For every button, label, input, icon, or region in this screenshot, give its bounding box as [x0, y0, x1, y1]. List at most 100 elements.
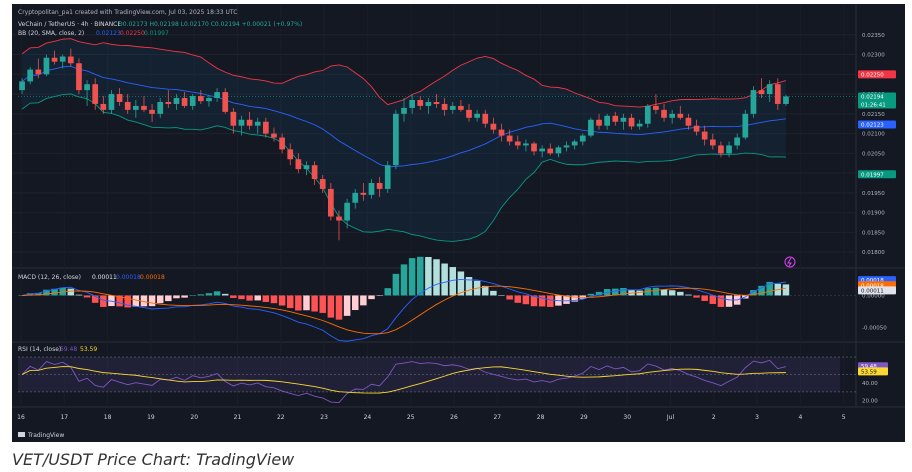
candle [441, 98, 448, 116]
macd-histogram-bar [636, 290, 643, 296]
macd-histogram-bar [140, 295, 148, 307]
svg-text:0.02250: 0.02250 [861, 72, 884, 78]
macd-histogram-bar [457, 271, 465, 296]
macd-histogram-bar [368, 295, 375, 300]
candle [555, 145, 562, 158]
candle [661, 103, 667, 122]
macd-histogram-bar [758, 285, 765, 296]
macd-histogram-bar [262, 295, 270, 303]
price-badges: 0.02250 0.02194 01:26:41 0.02123 0.01997 0.00… [858, 70, 896, 376]
candle [409, 94, 415, 114]
bb-upper-value: 0.02250 [120, 30, 145, 37]
macd-histogram-bar [311, 295, 318, 312]
macd-histogram-bar [148, 295, 156, 307]
candle [693, 119, 700, 136]
candle [206, 94, 212, 107]
macd-histogram-bar [490, 290, 497, 296]
macd-histogram-bar [197, 294, 205, 296]
macd-histogram-bar [522, 295, 530, 305]
time-tick-label: 25 [407, 414, 415, 421]
candle [157, 98, 164, 118]
macd-histogram-bar [343, 295, 351, 316]
macd-histogram-bar [116, 295, 123, 307]
macd-histogram-bar [392, 273, 400, 296]
candle [669, 109, 676, 124]
chart-canvas[interactable]: 0.023500.023000.022500.022000.021500.021… [12, 4, 905, 442]
macd-histogram-bar [246, 295, 253, 301]
candle [197, 90, 204, 104]
time-tick-label: 20 [190, 414, 198, 421]
macd-histogram-bar [717, 295, 725, 307]
candle [474, 109, 480, 122]
time-tick-label: 30 [623, 414, 631, 421]
candle [579, 133, 586, 146]
candle [189, 94, 196, 110]
candle [149, 103, 155, 122]
macd-histogram-bar [254, 295, 261, 301]
candle [319, 175, 326, 193]
macd-histogram-bar [425, 256, 432, 296]
macd-histogram-bar [465, 277, 473, 296]
time-tick-label: 5 [842, 414, 846, 421]
candle [328, 182, 334, 221]
macd-histogram-bar [173, 295, 180, 299]
symbol-label: VeChain / TetherUS · 4h · BINANCE [18, 21, 121, 28]
macd-histogram-bar [335, 295, 343, 320]
rsi-pane [18, 356, 856, 403]
macd-histogram-bar [67, 288, 75, 296]
tradingview-logo: TradingView [18, 432, 64, 439]
macd-histogram-bar [213, 291, 221, 296]
candle [490, 117, 497, 134]
candle [181, 92, 188, 108]
svg-text:0.00011: 0.00011 [861, 288, 884, 294]
candle [368, 179, 375, 199]
price-tick-label: 0.01850 [862, 230, 885, 236]
macd-histogram-bar [35, 292, 42, 296]
price-tick-label: 0.02350 [862, 33, 885, 39]
grid-lines [12, 4, 905, 408]
svg-text:01:26:41: 01:26:41 [861, 102, 886, 108]
macd-histogram-bar [660, 289, 668, 296]
svg-text:59.48: 59.48 [861, 364, 877, 370]
svg-text:0.01997: 0.01997 [861, 172, 884, 178]
time-tick-label: 17 [60, 414, 68, 421]
candle [774, 78, 781, 110]
candle [417, 96, 424, 110]
bollinger-bands [21, 38, 787, 242]
macd-histogram-bar [384, 288, 391, 296]
flash-icon[interactable] [784, 256, 796, 268]
macd-histogram-bar [238, 295, 245, 300]
candle [141, 96, 147, 112]
candle [539, 145, 545, 158]
macd-histogram-bar [278, 295, 286, 306]
candle [604, 113, 611, 130]
ohlc-values: O0.02173 H0.02198 L0.02170 C0.02194 +0.0… [118, 21, 302, 28]
candle [449, 101, 456, 114]
macd-histogram-bar [230, 295, 237, 298]
candle [466, 103, 472, 122]
candle [685, 113, 692, 130]
candle [644, 103, 651, 128]
tradingview-chart[interactable]: 0.023500.023000.022500.022000.021500.021… [12, 4, 905, 442]
price-badge: 0.02250 [858, 70, 896, 79]
price-tick-label: 0.02050 [862, 151, 885, 157]
macd-histogram-bar [725, 295, 733, 307]
macd-histogram-bar [205, 293, 213, 296]
candle [376, 177, 383, 197]
time-tick-label: 4 [798, 414, 802, 421]
macd-pane [18, 256, 856, 342]
candle [734, 133, 741, 150]
candle [84, 80, 90, 106]
macd-histogram-bar [51, 288, 58, 296]
macd-histogram-bar [433, 259, 440, 296]
candle [43, 54, 50, 77]
time-tick-label: 18 [104, 414, 112, 421]
macd-histogram-bar [709, 295, 717, 304]
rsi-label: RSI (14, close) [18, 346, 61, 353]
candle [67, 48, 74, 67]
bb-basis-value: 0.02123 [96, 30, 121, 37]
macd-histogram-bar [693, 295, 700, 298]
candle [482, 109, 489, 128]
macd-histogram-bar [286, 295, 294, 309]
candle [401, 98, 407, 122]
